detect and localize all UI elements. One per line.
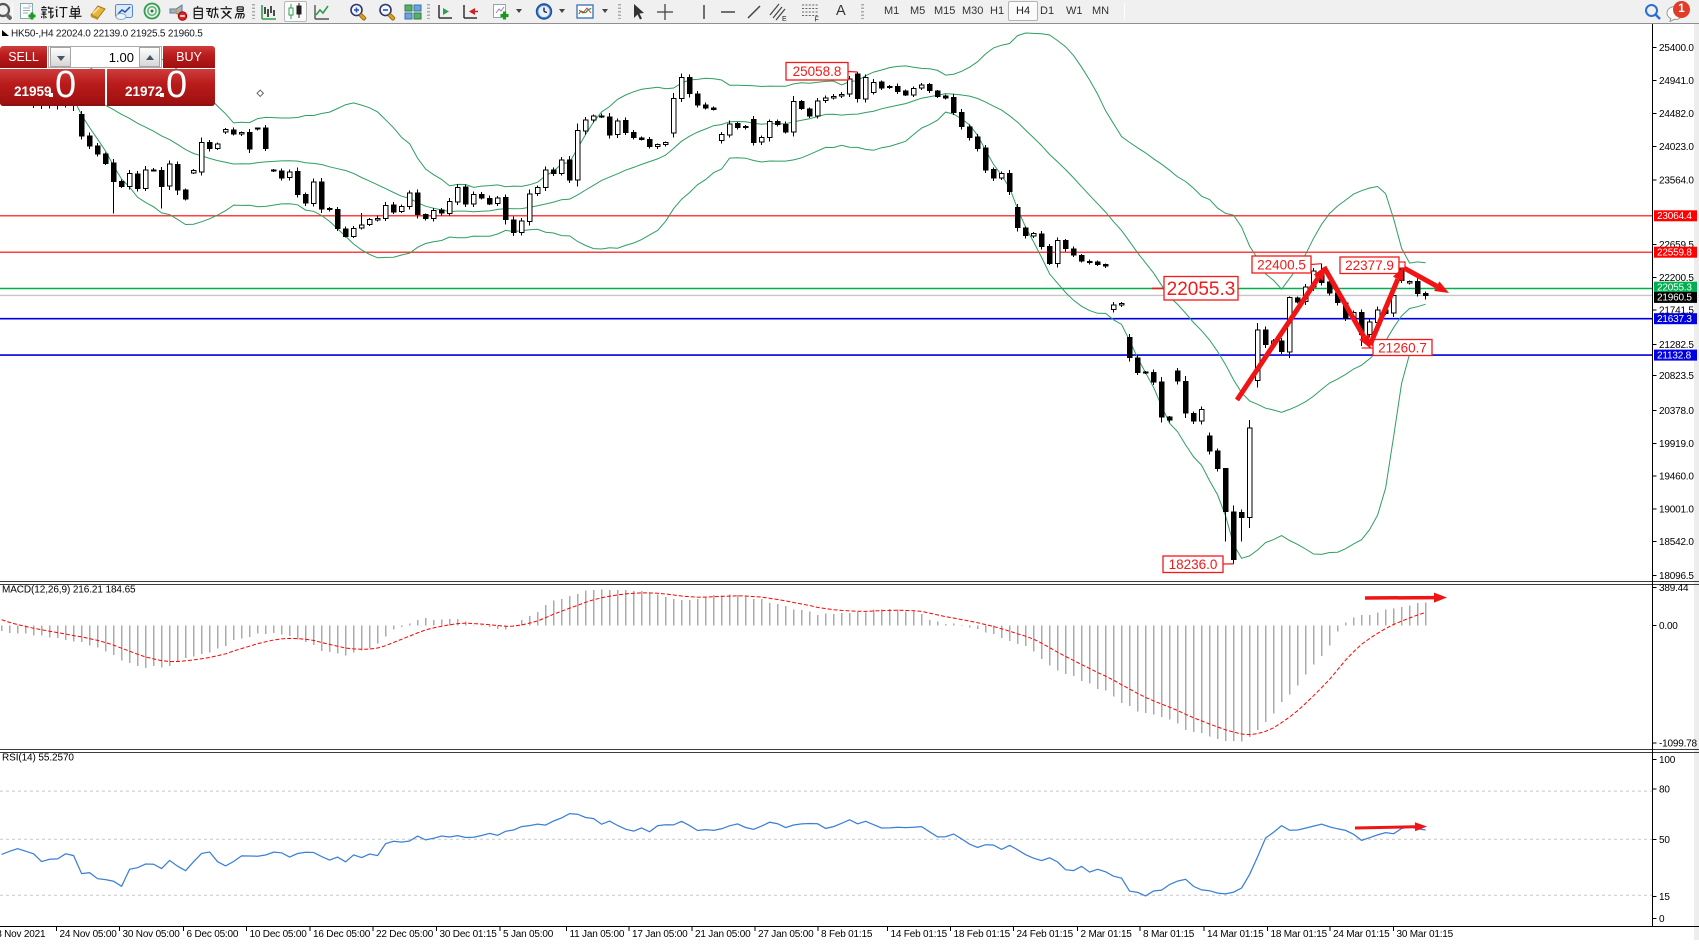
svg-text:18 Feb 01:15: 18 Feb 01:15: [954, 929, 1011, 940]
svg-text:MACD(12,26,9) 216.21 184.65: MACD(12,26,9) 216.21 184.65: [2, 585, 136, 596]
svg-text:21637.3: 21637.3: [1657, 314, 1692, 325]
svg-text:14 Mar 01:15: 14 Mar 01:15: [1207, 929, 1264, 940]
svg-text:19919.0: 19919.0: [1659, 439, 1694, 450]
svg-text:25400.0: 25400.0: [1659, 43, 1694, 54]
svg-text:24482.0: 24482.0: [1659, 109, 1694, 120]
svg-text:19001.0: 19001.0: [1659, 504, 1694, 515]
svg-text:11 Jan 05:00: 11 Jan 05:00: [570, 929, 625, 940]
svg-text:0.00: 0.00: [1659, 621, 1678, 632]
svg-text:389.44: 389.44: [1659, 583, 1689, 594]
svg-text:15: 15: [1659, 892, 1670, 903]
svg-text:22055.3: 22055.3: [1167, 279, 1236, 300]
svg-text:18 Mar 01:15: 18 Mar 01:15: [1271, 929, 1328, 940]
svg-text:30 Dec 01:15: 30 Dec 01:15: [440, 929, 498, 940]
svg-text:19460.0: 19460.0: [1659, 472, 1694, 483]
svg-text:20823.5: 20823.5: [1659, 371, 1694, 382]
svg-text:18542.0: 18542.0: [1659, 537, 1694, 548]
svg-text:0: 0: [1659, 914, 1665, 925]
svg-text:RSI(14) 55.2570: RSI(14) 55.2570: [2, 753, 74, 764]
svg-text:21132.8: 21132.8: [1657, 350, 1692, 361]
svg-text:22400.5: 22400.5: [1257, 257, 1306, 272]
svg-text:24023.0: 24023.0: [1659, 142, 1694, 153]
svg-text:24 Feb 01:15: 24 Feb 01:15: [1017, 929, 1074, 940]
svg-text:22377.9: 22377.9: [1345, 258, 1394, 273]
svg-text:10 Dec 05:00: 10 Dec 05:00: [250, 929, 308, 940]
svg-text:8 Nov 2021: 8 Nov 2021: [0, 929, 46, 940]
svg-text:14 Feb 01:15: 14 Feb 01:15: [891, 929, 948, 940]
svg-text:24 Mar 01:15: 24 Mar 01:15: [1333, 929, 1390, 940]
svg-text:2 Mar 01:15: 2 Mar 01:15: [1081, 929, 1133, 940]
svg-text:8 Mar 01:15: 8 Mar 01:15: [1143, 929, 1195, 940]
svg-text:21282.5: 21282.5: [1659, 340, 1694, 351]
svg-text:17 Jan 05:00: 17 Jan 05:00: [632, 929, 688, 940]
svg-text:27 Jan 05:00: 27 Jan 05:00: [758, 929, 814, 940]
svg-text:6 Dec 05:00: 6 Dec 05:00: [187, 929, 239, 940]
svg-text:16 Dec 05:00: 16 Dec 05:00: [313, 929, 371, 940]
svg-text:18236.0: 18236.0: [1169, 557, 1218, 572]
svg-text:100: 100: [1659, 755, 1676, 766]
svg-text:22559.8: 22559.8: [1657, 248, 1692, 259]
svg-text:24941.0: 24941.0: [1659, 76, 1694, 87]
svg-text:25058.8: 25058.8: [793, 64, 842, 79]
svg-text:5 Jan 05:00: 5 Jan 05:00: [503, 929, 554, 940]
svg-text:-1099.78: -1099.78: [1659, 739, 1698, 750]
svg-text:21260.7: 21260.7: [1378, 340, 1427, 355]
svg-text:21 Jan 05:00: 21 Jan 05:00: [695, 929, 751, 940]
svg-text:22 Dec 05:00: 22 Dec 05:00: [376, 929, 434, 940]
svg-text:21960.5: 21960.5: [1657, 293, 1692, 304]
svg-text:30 Mar 01:15: 30 Mar 01:15: [1397, 929, 1454, 940]
svg-text:23064.4: 23064.4: [1657, 211, 1692, 222]
svg-text:30 Nov 05:00: 30 Nov 05:00: [123, 929, 181, 940]
svg-text:20378.0: 20378.0: [1659, 406, 1694, 417]
svg-text:18096.5: 18096.5: [1659, 571, 1694, 582]
svg-text:24 Nov 05:00: 24 Nov 05:00: [60, 929, 118, 940]
svg-text:F: F: [815, 17, 819, 23]
svg-text:23564.0: 23564.0: [1659, 175, 1694, 186]
svg-text:E: E: [782, 16, 787, 22]
svg-text:HK50-,H4 22024.0 22139.0 2192: HK50-,H4 22024.0 22139.0 21925.5 21960.5: [11, 29, 203, 40]
svg-text:8 Feb 01:15: 8 Feb 01:15: [821, 929, 873, 940]
svg-text:80: 80: [1659, 784, 1670, 795]
svg-text:50: 50: [1659, 835, 1670, 846]
